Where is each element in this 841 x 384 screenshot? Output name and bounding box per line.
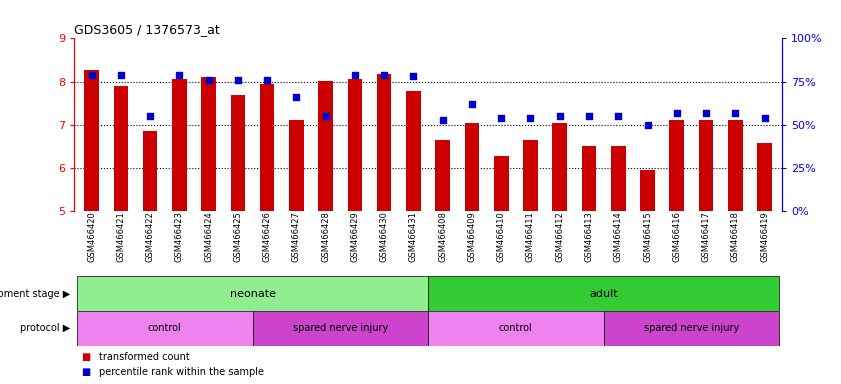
Text: neonate: neonate <box>230 289 276 299</box>
Point <box>289 94 303 100</box>
Bar <box>611 146 626 211</box>
Bar <box>669 120 684 211</box>
Text: GSM466416: GSM466416 <box>672 211 681 262</box>
Text: GSM466425: GSM466425 <box>233 211 242 262</box>
Text: GSM466417: GSM466417 <box>701 211 711 262</box>
Point <box>611 113 625 119</box>
Point <box>465 101 479 107</box>
Point <box>172 71 186 78</box>
Bar <box>553 122 567 211</box>
Text: GSM466431: GSM466431 <box>409 211 418 262</box>
FancyBboxPatch shape <box>428 311 604 346</box>
Text: GSM466424: GSM466424 <box>204 211 213 262</box>
Bar <box>436 140 450 211</box>
Text: GSM466415: GSM466415 <box>643 211 652 262</box>
Text: GSM466421: GSM466421 <box>116 211 125 262</box>
Text: GSM466413: GSM466413 <box>584 211 594 262</box>
FancyBboxPatch shape <box>77 311 252 346</box>
Bar <box>260 84 274 211</box>
Bar <box>172 79 187 211</box>
Point <box>231 77 245 83</box>
Text: GSM466422: GSM466422 <box>145 211 155 262</box>
Text: GDS3605 / 1376573_at: GDS3605 / 1376573_at <box>74 23 220 36</box>
FancyBboxPatch shape <box>428 276 780 311</box>
Text: spared nerve injury: spared nerve injury <box>644 323 739 333</box>
Bar <box>114 86 128 211</box>
Text: ■: ■ <box>82 367 95 377</box>
Text: protocol ▶: protocol ▶ <box>19 323 70 333</box>
Point <box>85 71 98 78</box>
Point <box>495 115 508 121</box>
Text: GSM466409: GSM466409 <box>468 211 477 262</box>
Bar <box>201 77 216 211</box>
Point <box>582 113 595 119</box>
Bar <box>406 91 420 211</box>
Point <box>319 113 332 119</box>
Bar <box>523 140 537 211</box>
Text: transformed count: transformed count <box>99 352 190 362</box>
Point <box>407 73 420 79</box>
Point <box>728 110 742 116</box>
Text: GSM466426: GSM466426 <box>262 211 272 262</box>
Point <box>436 117 449 123</box>
Text: GSM466419: GSM466419 <box>760 211 769 262</box>
Point <box>261 77 274 83</box>
Bar <box>582 146 596 211</box>
Bar <box>84 70 99 211</box>
Point <box>700 110 713 116</box>
Text: GSM466429: GSM466429 <box>351 211 359 262</box>
FancyBboxPatch shape <box>252 311 428 346</box>
Bar <box>464 122 479 211</box>
Text: GSM466418: GSM466418 <box>731 211 740 262</box>
Point <box>143 113 156 119</box>
Text: development stage ▶: development stage ▶ <box>0 289 70 299</box>
Bar <box>757 143 772 211</box>
Bar <box>640 170 655 211</box>
FancyBboxPatch shape <box>77 276 428 311</box>
Point <box>641 122 654 128</box>
FancyBboxPatch shape <box>604 311 780 346</box>
Text: GSM466414: GSM466414 <box>614 211 623 262</box>
Text: control: control <box>499 323 532 333</box>
Point <box>670 110 684 116</box>
Point <box>553 113 567 119</box>
Text: spared nerve injury: spared nerve injury <box>293 323 388 333</box>
Bar <box>289 120 304 211</box>
Bar <box>728 121 743 211</box>
Bar <box>143 131 157 211</box>
Point <box>348 71 362 78</box>
Bar <box>230 94 246 211</box>
Text: GSM466423: GSM466423 <box>175 211 184 262</box>
Text: GSM466430: GSM466430 <box>379 211 389 262</box>
Bar <box>319 81 333 211</box>
Text: GSM466427: GSM466427 <box>292 211 301 262</box>
Bar <box>347 79 362 211</box>
Text: percentile rank within the sample: percentile rank within the sample <box>99 367 264 377</box>
Text: GSM466408: GSM466408 <box>438 211 447 262</box>
Text: GSM466410: GSM466410 <box>497 211 505 262</box>
Text: adult: adult <box>590 289 618 299</box>
Text: GSM466428: GSM466428 <box>321 211 331 262</box>
Bar <box>377 74 392 211</box>
Point <box>758 115 771 121</box>
Point <box>378 71 391 78</box>
Bar <box>494 156 509 211</box>
Text: GSM466411: GSM466411 <box>526 211 535 262</box>
Point <box>114 71 128 78</box>
Point <box>524 115 537 121</box>
Text: GSM466412: GSM466412 <box>555 211 564 262</box>
Point <box>202 77 215 83</box>
Text: control: control <box>148 323 182 333</box>
Text: ■: ■ <box>82 352 95 362</box>
Text: GSM466420: GSM466420 <box>87 211 96 262</box>
Bar <box>699 121 713 211</box>
